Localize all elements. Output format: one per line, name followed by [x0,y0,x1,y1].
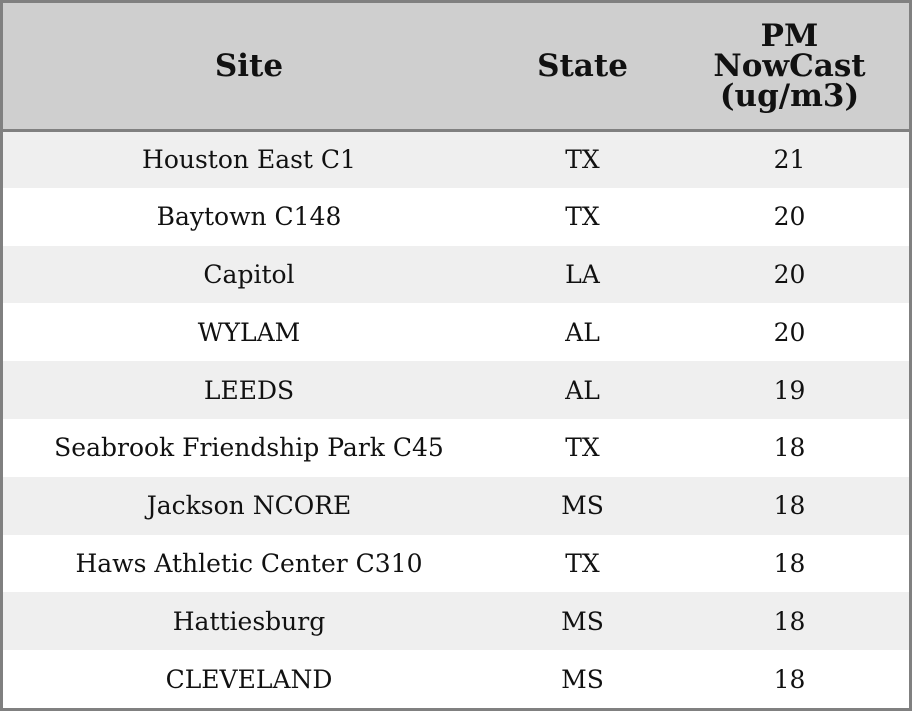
state-cell: AL [565,375,600,405]
table-row: CLEVELAND MS 18 [3,650,909,708]
pm-value-cell: 19 [773,375,806,405]
pm-value-cell: 20 [773,317,806,347]
site-cell: Baytown C148 [156,202,342,232]
pm-value-cell: 18 [773,433,806,463]
table-header: Site State PM NowCast (ug/m3) [3,3,909,132]
pm-value-cell: 18 [773,606,806,636]
state-cell: MS [561,664,604,694]
site-cell: CLEVELAND [165,664,333,694]
header-state: State [495,3,670,132]
state-cell: AL [565,317,600,347]
header-pm-line-1: PM [760,17,819,54]
header-state-line: State [537,47,628,84]
table-row: LEEDS AL 19 [3,361,909,419]
pm-value-cell: 20 [773,202,806,232]
state-cell: TX [565,145,600,175]
site-cell: Houston East C1 [142,145,356,175]
header-pm-line-2: NowCast [713,47,866,84]
table-row: Seabrook Friendship Park C45 TX 18 [3,418,909,477]
pm-value-cell: 20 [773,259,806,289]
table-row: WYLAM AL 20 [3,303,909,362]
state-cell: TX [565,433,600,463]
pm-value-cell: 18 [773,548,806,578]
site-cell: LEEDS [203,375,295,405]
header-site: Site [3,3,495,132]
state-cell: TX [565,548,600,578]
header-row: Site State PM NowCast (ug/m3) [3,3,909,132]
site-cell: Hattiesburg [172,606,326,636]
site-cell: Jackson NCORE [146,491,352,521]
table-row: Capitol LA 20 [3,245,909,304]
site-cell: WYLAM [197,317,301,347]
state-cell: MS [561,606,604,636]
pm-value-cell: 21 [773,145,806,175]
site-cell: Haws Athletic Center C310 [75,548,423,578]
pm-value-cell: 18 [773,491,806,521]
table-row: Haws Athletic Center C310 TX 18 [3,534,909,593]
header-pm-line-3: (ug/m3) [719,77,860,114]
table-row: Jackson NCORE MS 18 [3,476,909,535]
table-body: Houston East C1 TX 21 Baytown C148 TX 20… [3,130,909,708]
header-site-line: Site [214,47,284,84]
state-cell: LA [565,259,600,289]
site-cell: Capitol [203,259,295,289]
table-row: Houston East C1 TX 21 [3,130,909,188]
table-row: Hattiesburg MS 18 [3,592,909,651]
state-cell: MS [561,491,604,521]
pm-nowcast-table: Site State PM NowCast (ug/m3) Houston Ea… [3,3,909,708]
table-row: Baytown C148 TX 20 [3,187,909,246]
site-cell: Seabrook Friendship Park C45 [54,433,444,463]
header-pm-nowcast: PM NowCast (ug/m3) [670,3,909,132]
state-cell: TX [565,202,600,232]
pm-value-cell: 18 [773,664,806,694]
